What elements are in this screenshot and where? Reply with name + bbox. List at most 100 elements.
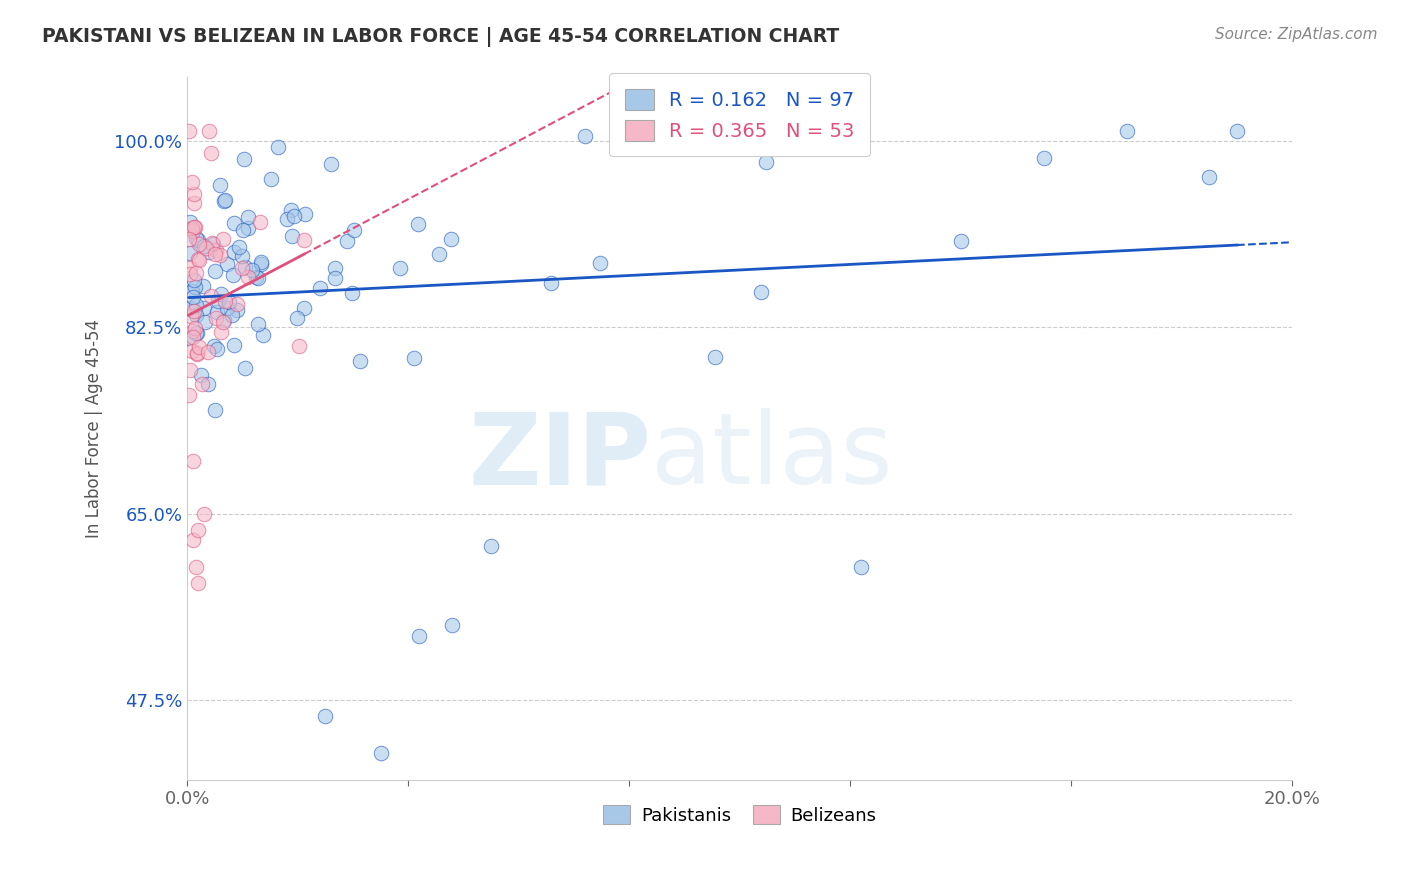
Point: [201, 236, 224, 251]
Point: [294, 207, 316, 221]
Point: [281, 229, 304, 244]
Point: [574, 128, 596, 143]
Point: [214, 313, 236, 327]
Point: [186, 309, 208, 323]
Point: [292, 233, 315, 247]
Point: [749, 285, 772, 299]
Point: [204, 264, 226, 278]
Point: [336, 234, 359, 248]
Point: [186, 298, 208, 312]
Point: [179, 331, 201, 345]
Point: [184, 231, 207, 245]
Point: [200, 289, 222, 303]
Point: [218, 294, 240, 309]
Point: [193, 507, 215, 521]
Point: [224, 244, 246, 259]
Point: [236, 210, 259, 224]
Point: [201, 235, 224, 250]
Point: [214, 194, 236, 208]
Point: [231, 249, 253, 263]
Point: [209, 286, 232, 301]
Point: [1032, 151, 1054, 165]
Point: [406, 217, 429, 231]
Point: [402, 351, 425, 365]
Point: [222, 337, 245, 351]
Point: [179, 245, 201, 260]
Point: [233, 361, 256, 376]
Point: [180, 284, 202, 298]
Point: [340, 285, 363, 300]
Point: [540, 276, 562, 290]
Point: [193, 239, 215, 253]
Point: [187, 523, 209, 537]
Point: [949, 235, 972, 249]
Point: [211, 232, 233, 246]
Point: [181, 221, 204, 235]
Point: [212, 315, 235, 329]
Point: [225, 297, 247, 311]
Point: [427, 247, 450, 261]
Point: [233, 152, 256, 166]
Point: [247, 317, 270, 331]
Point: [323, 270, 346, 285]
Point: [217, 257, 239, 271]
Point: [184, 559, 207, 574]
Point: [217, 301, 239, 316]
Y-axis label: In Labor Force | Age 45-54: In Labor Force | Age 45-54: [86, 319, 103, 538]
Point: [179, 267, 201, 281]
Point: [232, 223, 254, 237]
Point: [209, 178, 232, 193]
Point: [177, 123, 200, 137]
Point: [181, 224, 204, 238]
Point: [221, 308, 243, 322]
Legend: Pakistanis, Belizeans: Pakistanis, Belizeans: [593, 797, 886, 834]
Point: [184, 219, 207, 234]
Point: [197, 244, 219, 259]
Point: [288, 339, 311, 353]
Point: [177, 232, 200, 246]
Point: [181, 533, 204, 548]
Point: [238, 221, 260, 235]
Point: [197, 344, 219, 359]
Point: [181, 330, 204, 344]
Point: [190, 368, 212, 383]
Point: [204, 402, 226, 417]
Point: [179, 363, 201, 377]
Point: [181, 222, 204, 236]
Point: [441, 618, 464, 632]
Point: [187, 233, 209, 247]
Point: [222, 268, 245, 283]
Point: [249, 215, 271, 229]
Point: [179, 301, 201, 315]
Point: [755, 154, 778, 169]
Point: [214, 193, 236, 207]
Text: atlas: atlas: [651, 409, 893, 505]
Point: [186, 347, 208, 361]
Point: [194, 315, 217, 329]
Point: [183, 187, 205, 202]
Point: [183, 219, 205, 234]
Point: [184, 321, 207, 335]
Point: [276, 212, 298, 227]
Point: [247, 270, 270, 285]
Point: [260, 172, 283, 186]
Text: PAKISTANI VS BELIZEAN IN LABOR FORCE | AGE 45-54 CORRELATION CHART: PAKISTANI VS BELIZEAN IN LABOR FORCE | A…: [42, 27, 839, 46]
Text: ZIP: ZIP: [468, 409, 651, 505]
Point: [231, 260, 253, 275]
Point: [704, 350, 727, 364]
Point: [323, 261, 346, 276]
Point: [188, 340, 211, 354]
Point: [228, 240, 250, 254]
Point: [249, 255, 271, 269]
Point: [319, 157, 342, 171]
Point: [208, 248, 231, 262]
Point: [177, 387, 200, 401]
Point: [183, 273, 205, 287]
Point: [204, 247, 226, 261]
Point: [200, 145, 222, 160]
Point: [191, 376, 214, 391]
Point: [181, 343, 204, 358]
Point: [245, 270, 267, 285]
Point: [224, 217, 246, 231]
Point: [191, 279, 214, 293]
